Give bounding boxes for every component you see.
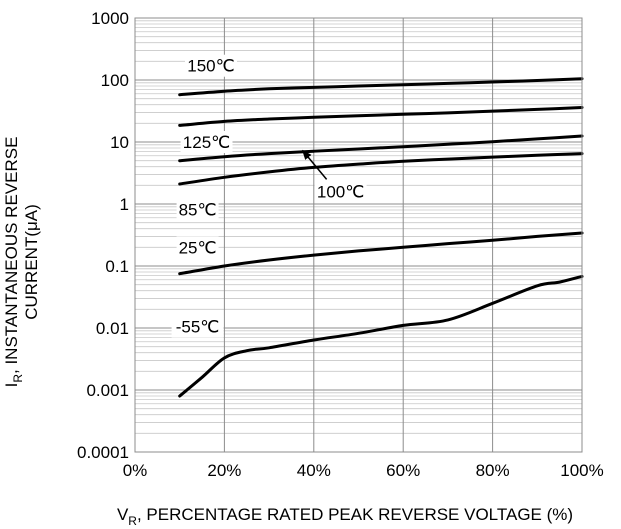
x-tick-label: 0% — [123, 461, 148, 480]
annotation-box — [180, 131, 233, 153]
y-axis-title-line1: IR, INSTANTANEOUS REVERSE — [2, 137, 25, 388]
plot-area-frame — [134, 17, 583, 453]
y-tick-label: 0.001 — [86, 381, 129, 400]
annotation-label: 125℃ — [183, 133, 230, 152]
series-line — [178, 106, 584, 127]
series-line — [178, 231, 584, 276]
y-axis-title-line2: CURRENT(μA) — [22, 204, 41, 320]
series-lines — [178, 77, 584, 398]
annotation-box — [171, 315, 224, 338]
y-axis-tick-labels: 1000 100 10 1 0.1 0.01 0.001 0.0001 — [77, 9, 129, 462]
series-line — [178, 274, 584, 398]
annotation-label: 85℃ — [179, 200, 217, 219]
annotation-arrow — [301, 149, 328, 180]
series-annotations: 150℃ 125℃ 100℃ 85℃ 25℃ -55℃ — [171, 54, 367, 338]
y-axis-title-rest: , INSTANTANEOUS REVERSE — [2, 137, 21, 374]
annotation-box — [176, 198, 219, 221]
y-tick-label: 0.01 — [96, 319, 129, 338]
y-tick-label: 0.1 — [105, 257, 129, 276]
annotation-label: 100℃ — [317, 182, 364, 201]
x-axis-title-sub: R — [128, 514, 137, 528]
annotation-box — [184, 54, 237, 77]
x-tick-label: 40% — [297, 461, 331, 480]
y-tick-label: 10 — [110, 133, 129, 152]
annotation-label: 150℃ — [187, 57, 234, 76]
y-tick-label: 0.0001 — [77, 443, 129, 462]
y-axis-title-sub: R — [11, 374, 25, 383]
x-axis-title-rest: , PERCENTAGE RATED PEAK REVERSE VOLTAGE … — [137, 505, 573, 524]
y-tick-label: 1000 — [91, 9, 129, 28]
annotation-box — [176, 236, 219, 259]
annotation-label: 25℃ — [179, 238, 217, 257]
annotation-box — [314, 180, 367, 203]
minor-gridlines — [135, 20, 582, 434]
x-axis-title: VR, PERCENTAGE RATED PEAK REVERSE VOLTAG… — [117, 505, 573, 528]
series-line — [178, 77, 584, 97]
x-tick-label: 80% — [476, 461, 510, 480]
y-tick-label: 1 — [120, 195, 129, 214]
x-tick-label: 20% — [207, 461, 241, 480]
annotation-label: -55℃ — [176, 318, 220, 337]
x-axis-tick-labels: 0% 20% 40% 60% 80% 100% — [123, 461, 604, 480]
series-line — [178, 152, 584, 186]
x-tick-label: 60% — [386, 461, 420, 480]
y-axis-title: IR, INSTANTANEOUS REVERSE CURRENT(μA) — [2, 137, 41, 388]
y-tick-label: 100 — [101, 71, 129, 90]
series-line — [178, 134, 584, 163]
x-tick-label: 100% — [560, 461, 603, 480]
x-axis-title-main: V — [117, 505, 129, 524]
y-axis-title-main: I — [2, 383, 21, 388]
